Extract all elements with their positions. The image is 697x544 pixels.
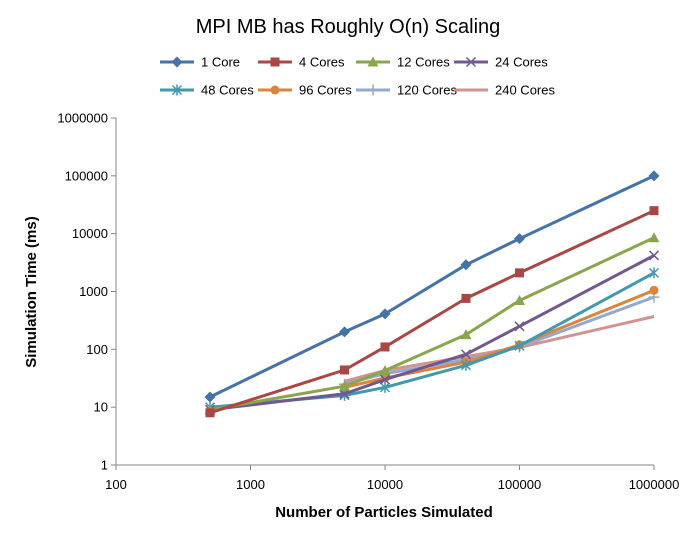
legend-marker-24-cores: [465, 56, 477, 68]
legend-label-96-cores: 96 Cores: [299, 83, 352, 98]
legend-item-1-core: 1 Core: [160, 55, 240, 70]
data-point-48-cores: [648, 267, 660, 279]
x-tick-label: 1000: [236, 477, 265, 492]
data-point-1-core: [379, 308, 391, 320]
axes: 1 10 100 1000 10000 100000 1000000 100 1000 10000…: [57, 111, 679, 493]
legend-label-4-cores: 4 Cores: [299, 55, 345, 70]
data-point-12-cores: [648, 232, 660, 243]
legend-item-120-cores: 120 Cores: [356, 83, 457, 98]
data-point-96-cores: [649, 285, 659, 295]
data-point-1-core: [339, 326, 351, 338]
data-point-12-cores: [460, 329, 472, 340]
data-point-4-cores: [515, 268, 524, 278]
series-24-cores: [204, 250, 660, 415]
legend-marker-4-cores: [270, 57, 280, 67]
legend-item-24-cores: 24 Cores: [454, 55, 548, 70]
data-point-24-cores: [379, 374, 391, 385]
data-point-12-cores: [339, 380, 351, 391]
y-tick-label: 100: [86, 342, 108, 357]
legend-item-96-cores: 96 Cores: [258, 83, 352, 98]
y-tick-label: 10: [94, 400, 108, 415]
y-tick-label: 1000: [79, 284, 108, 299]
data-point-4-cores: [461, 293, 471, 303]
legend-marker-1-core: [171, 56, 183, 68]
data-point-48-cores: [514, 340, 525, 352]
plot-area: [204, 170, 660, 418]
data-point-12-cores: [379, 365, 391, 376]
y-tick-label: 1000000: [57, 111, 108, 126]
x-tick-label: 100000: [498, 477, 541, 492]
y-tick-label: 1: [101, 458, 108, 473]
x-tick-label: 10000: [367, 477, 403, 492]
legend-marker-48-cores: [171, 84, 183, 96]
legend-marker-120-cores: [367, 84, 379, 96]
series-line-24-cores: [209, 254, 655, 412]
series-line-4-cores: [209, 209, 655, 415]
legend-marker-12-cores: [367, 56, 379, 67]
legend-marker-96-cores: [270, 85, 280, 95]
legend-label-240-cores: 240 Cores: [495, 83, 555, 98]
y-tick-label: 10000: [72, 226, 108, 241]
data-point-4-cores: [205, 408, 215, 418]
series-4-cores: [205, 206, 659, 418]
series-line-48-cores: [209, 271, 655, 409]
y-tick-label: 100000: [65, 168, 108, 183]
data-point-1-core: [204, 391, 216, 403]
data-point-24-cores: [648, 250, 660, 261]
data-point-1-core: [648, 170, 660, 182]
legend-item-12-cores: 12 Cores: [356, 55, 450, 70]
legend-label-120-cores: 120 Cores: [397, 83, 457, 98]
data-point-4-cores: [380, 342, 390, 352]
chart-title: MPI MB has Roughly O(n) Scaling: [196, 16, 501, 38]
legend-item-4-cores: 4 Cores: [258, 55, 345, 70]
data-point-48-cores: [460, 359, 472, 371]
series-1-core: [204, 170, 660, 403]
data-point-24-cores: [339, 388, 350, 399]
x-tick-label: 1000000: [629, 477, 680, 492]
legend-item-240-cores: 240 Cores: [454, 83, 555, 98]
legend-label-1-core: 1 Core: [201, 55, 240, 70]
legend: 1 Core 4 Cores 12 Cores 24 Cores 48 Cores 96 …: [160, 55, 555, 98]
legend-label-48-cores: 48 Cores: [201, 83, 254, 98]
data-point-24-cores: [514, 321, 525, 332]
data-point-1-core: [460, 259, 472, 271]
data-point-24-cores: [460, 349, 472, 360]
data-point-4-cores: [649, 206, 659, 216]
x-axis-label: Number of Particles Simulated: [275, 504, 493, 521]
data-point-1-core: [514, 233, 525, 245]
data-point-4-cores: [340, 365, 350, 375]
legend-item-48-cores: 48 Cores: [160, 83, 254, 98]
data-point-48-cores: [379, 381, 391, 393]
y-axis-label: Simulation Time (ms): [23, 216, 40, 367]
series-12-cores: [204, 232, 660, 415]
series-line-1-core: [209, 174, 655, 399]
legend-label-24-cores: 24 Cores: [495, 55, 548, 70]
data-point-12-cores: [514, 294, 525, 305]
legend-label-12-cores: 12 Cores: [397, 55, 450, 70]
x-tick-label: 100: [105, 477, 127, 492]
series-line-12-cores: [209, 236, 655, 412]
